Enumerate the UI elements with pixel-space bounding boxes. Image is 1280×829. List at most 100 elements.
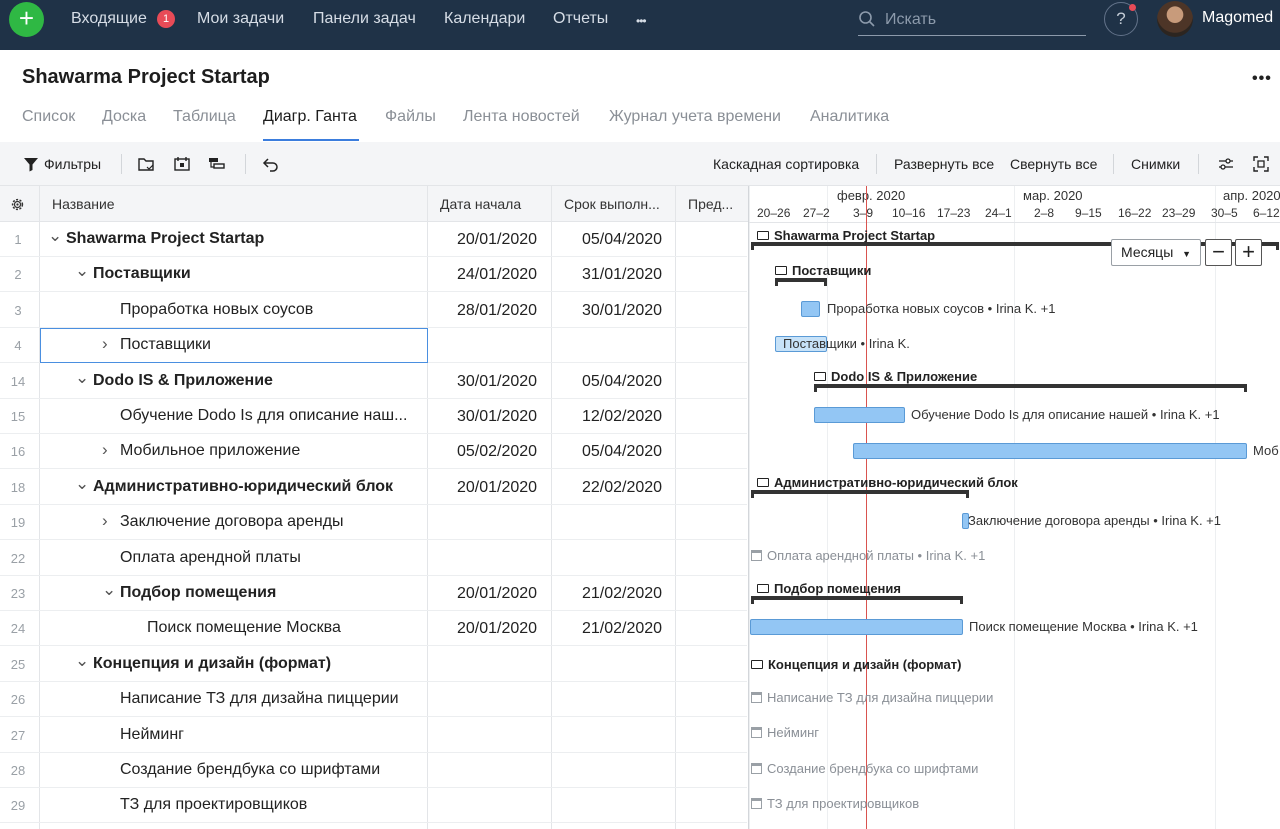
chevron-right-icon[interactable]: ›: [102, 440, 108, 460]
tab-time-log[interactable]: Журнал учета времени: [609, 108, 781, 125]
gantt-task-bar[interactable]: [814, 407, 905, 423]
nav-reports[interactable]: Отчеты: [553, 10, 609, 27]
gantt-group-label[interactable]: Shawarma Project Startap: [757, 228, 935, 243]
start-date[interactable]: 20/01/2020: [457, 620, 538, 638]
table-row[interactable]: 16 › Мобильное приложение 05/02/2020 05/04/2…: [0, 434, 747, 470]
gantt-group-label[interactable]: Административно-юридический блок: [757, 475, 1018, 490]
table-row[interactable]: 15 Обучение Dodo Is для описание наш... 30…: [0, 399, 747, 434]
gantt-group-bar[interactable]: [751, 596, 963, 604]
gantt-task-bar[interactable]: [853, 443, 1247, 459]
task-name[interactable]: Оплата арендной платы: [120, 548, 301, 566]
gantt-task-bar[interactable]: [775, 336, 827, 352]
task-name[interactable]: Поставщики: [120, 336, 211, 354]
gantt-task-bar[interactable]: [801, 301, 820, 317]
snapshots-button[interactable]: Снимки: [1131, 156, 1181, 172]
create-button[interactable]: +: [9, 2, 44, 37]
column-header-start-date[interactable]: Дата начала: [440, 196, 522, 212]
task-name[interactable]: Shawarma Project Startap: [66, 230, 265, 247]
gantt-task-label[interactable]: Нейминг: [751, 725, 819, 740]
filter-icon[interactable]: [22, 155, 40, 173]
filters-button[interactable]: Фильтры: [44, 156, 102, 172]
task-name[interactable]: Концепция и дизайн (формат): [93, 654, 332, 672]
chevron-down-icon[interactable]: ⌄: [102, 580, 117, 599]
due-date[interactable]: 21/02/2020: [582, 585, 663, 602]
chevron-right-icon[interactable]: ›: [102, 334, 108, 354]
gantt-group-label[interactable]: Подбор помещения: [757, 581, 901, 596]
table-row[interactable]: 3 Проработка новых соусов 28/01/2020 30/01/…: [0, 293, 747, 328]
zoom-scale-select[interactable]: Месяцы ▼: [1111, 239, 1201, 266]
tab-list[interactable]: Список: [22, 108, 76, 125]
table-row[interactable]: 24 Поиск помещение Москва 20/01/2020 21/02/…: [0, 611, 747, 647]
task-name[interactable]: Поиск помещение Москва: [147, 619, 341, 637]
chevron-right-icon[interactable]: ›: [102, 511, 108, 531]
tab-gantt[interactable]: Диагр. Ганта: [263, 108, 357, 125]
gantt-group-label[interactable]: Поставщики: [775, 263, 871, 278]
user-name[interactable]: Magomed: [1202, 9, 1274, 26]
tab-news-feed[interactable]: Лента новостей: [463, 108, 580, 125]
start-date[interactable]: 05/02/2020: [457, 443, 538, 461]
table-row[interactable]: 14 ⌄ Dodo IS & Приложение 30/01/2020 05/04/2…: [0, 364, 747, 399]
gantt-task-label[interactable]: Создание брендбука со шрифтами: [751, 761, 978, 776]
gantt-task-label[interactable]: Написание ТЗ для дизайна пиццерии: [751, 690, 993, 705]
task-name[interactable]: Поставщики: [93, 265, 191, 283]
table-row[interactable]: 2 ⌄ Поставщики 24/01/2020 31/01/2020: [0, 257, 747, 293]
task-name[interactable]: Dodo IS & Приложение: [93, 371, 273, 389]
task-name[interactable]: Обучение Dodo Is для описание наш...: [120, 407, 408, 424]
table-row[interactable]: 22 Оплата арендной платы: [0, 541, 747, 576]
start-date[interactable]: 28/01/2020: [457, 301, 538, 319]
table-row[interactable]: 18 ⌄ Административно-юридический блок 20/01…: [0, 470, 747, 505]
start-date[interactable]: 30/01/2020: [457, 372, 538, 390]
task-name[interactable]: ТЗ для проектировщиков: [120, 796, 308, 814]
gantt-group-label[interactable]: Концепция и дизайн (формат): [751, 657, 961, 672]
zoom-in-button[interactable]: +: [1235, 239, 1262, 266]
add-milestone-icon[interactable]: [173, 155, 191, 173]
gantt-task-bar[interactable]: [962, 513, 969, 529]
task-name[interactable]: Заключение договора аренды: [120, 513, 344, 531]
task-name[interactable]: Мобильное приложение: [120, 442, 301, 460]
table-row[interactable]: 29 ТЗ для проектировщиков: [0, 788, 747, 824]
nav-calendars[interactable]: Календари: [444, 10, 526, 27]
gantt-group-bar[interactable]: [775, 278, 827, 286]
gantt-group-bar[interactable]: [751, 242, 1279, 250]
nav-inbox[interactable]: Входящие: [71, 10, 147, 27]
gantt-group-bar[interactable]: [814, 384, 1247, 392]
search-input[interactable]: [885, 9, 1080, 31]
table-row[interactable]: 23 ⌄ Подбор помещения 20/01/2020 21/02/2020: [0, 576, 747, 611]
expand-all-button[interactable]: Развернуть все: [894, 156, 995, 172]
table-row[interactable]: 28 Создание брендбука со шрифтами: [0, 753, 747, 788]
due-date[interactable]: 30/01/2020: [582, 301, 663, 319]
chevron-down-icon[interactable]: ⌄: [75, 367, 90, 387]
start-date[interactable]: 30/01/2020: [457, 408, 538, 425]
nav-my-tasks[interactable]: Мои задачи: [197, 10, 285, 27]
cascade-sort-button[interactable]: Каскадная сортировка: [713, 156, 860, 172]
table-row[interactable]: 25 ⌄ Концепция и дизайн (формат): [0, 647, 747, 682]
due-date[interactable]: 31/01/2020: [582, 266, 663, 284]
due-date[interactable]: 21/02/2020: [582, 620, 663, 638]
task-name[interactable]: Нейминг: [120, 725, 184, 743]
chevron-down-icon[interactable]: ⌄: [75, 261, 90, 281]
gantt-group-bar[interactable]: [751, 490, 969, 498]
start-date[interactable]: 20/01/2020: [457, 231, 538, 248]
due-date[interactable]: 05/04/2020: [582, 443, 663, 461]
add-task-icon[interactable]: [208, 155, 226, 173]
table-row[interactable]: 19 › Заключение договора аренды: [0, 505, 747, 541]
nav-dashboards[interactable]: Панели задач: [313, 10, 416, 27]
task-name[interactable]: Проработка новых соусов: [120, 300, 314, 318]
table-row[interactable]: 26 Написание ТЗ для дизайна пиццерии: [0, 682, 747, 718]
tab-files[interactable]: Файлы: [385, 108, 436, 125]
due-date[interactable]: 22/02/2020: [582, 478, 663, 496]
task-name[interactable]: Подбор помещения: [120, 584, 277, 601]
column-header-due-date[interactable]: Срок выполн...: [564, 196, 660, 212]
task-name[interactable]: Написание ТЗ для дизайна пиццерии: [120, 690, 399, 708]
tab-board[interactable]: Доска: [102, 108, 147, 125]
column-header-predecessors[interactable]: Пред...: [688, 196, 734, 212]
due-date[interactable]: 05/04/2020: [582, 372, 663, 390]
due-date[interactable]: 05/04/2020: [582, 231, 663, 248]
chevron-down-icon[interactable]: ⌄: [75, 473, 90, 493]
add-folder-icon[interactable]: [137, 155, 155, 173]
gantt-task-label[interactable]: ТЗ для проектировщиков: [751, 796, 919, 811]
task-name[interactable]: Административно-юридический блок: [93, 477, 394, 495]
due-date[interactable]: 12/02/2020: [582, 408, 663, 425]
start-date[interactable]: 20/01/2020: [457, 585, 538, 602]
gantt-task-label[interactable]: Оплата арендной платы • Irina K. +1: [751, 548, 985, 563]
